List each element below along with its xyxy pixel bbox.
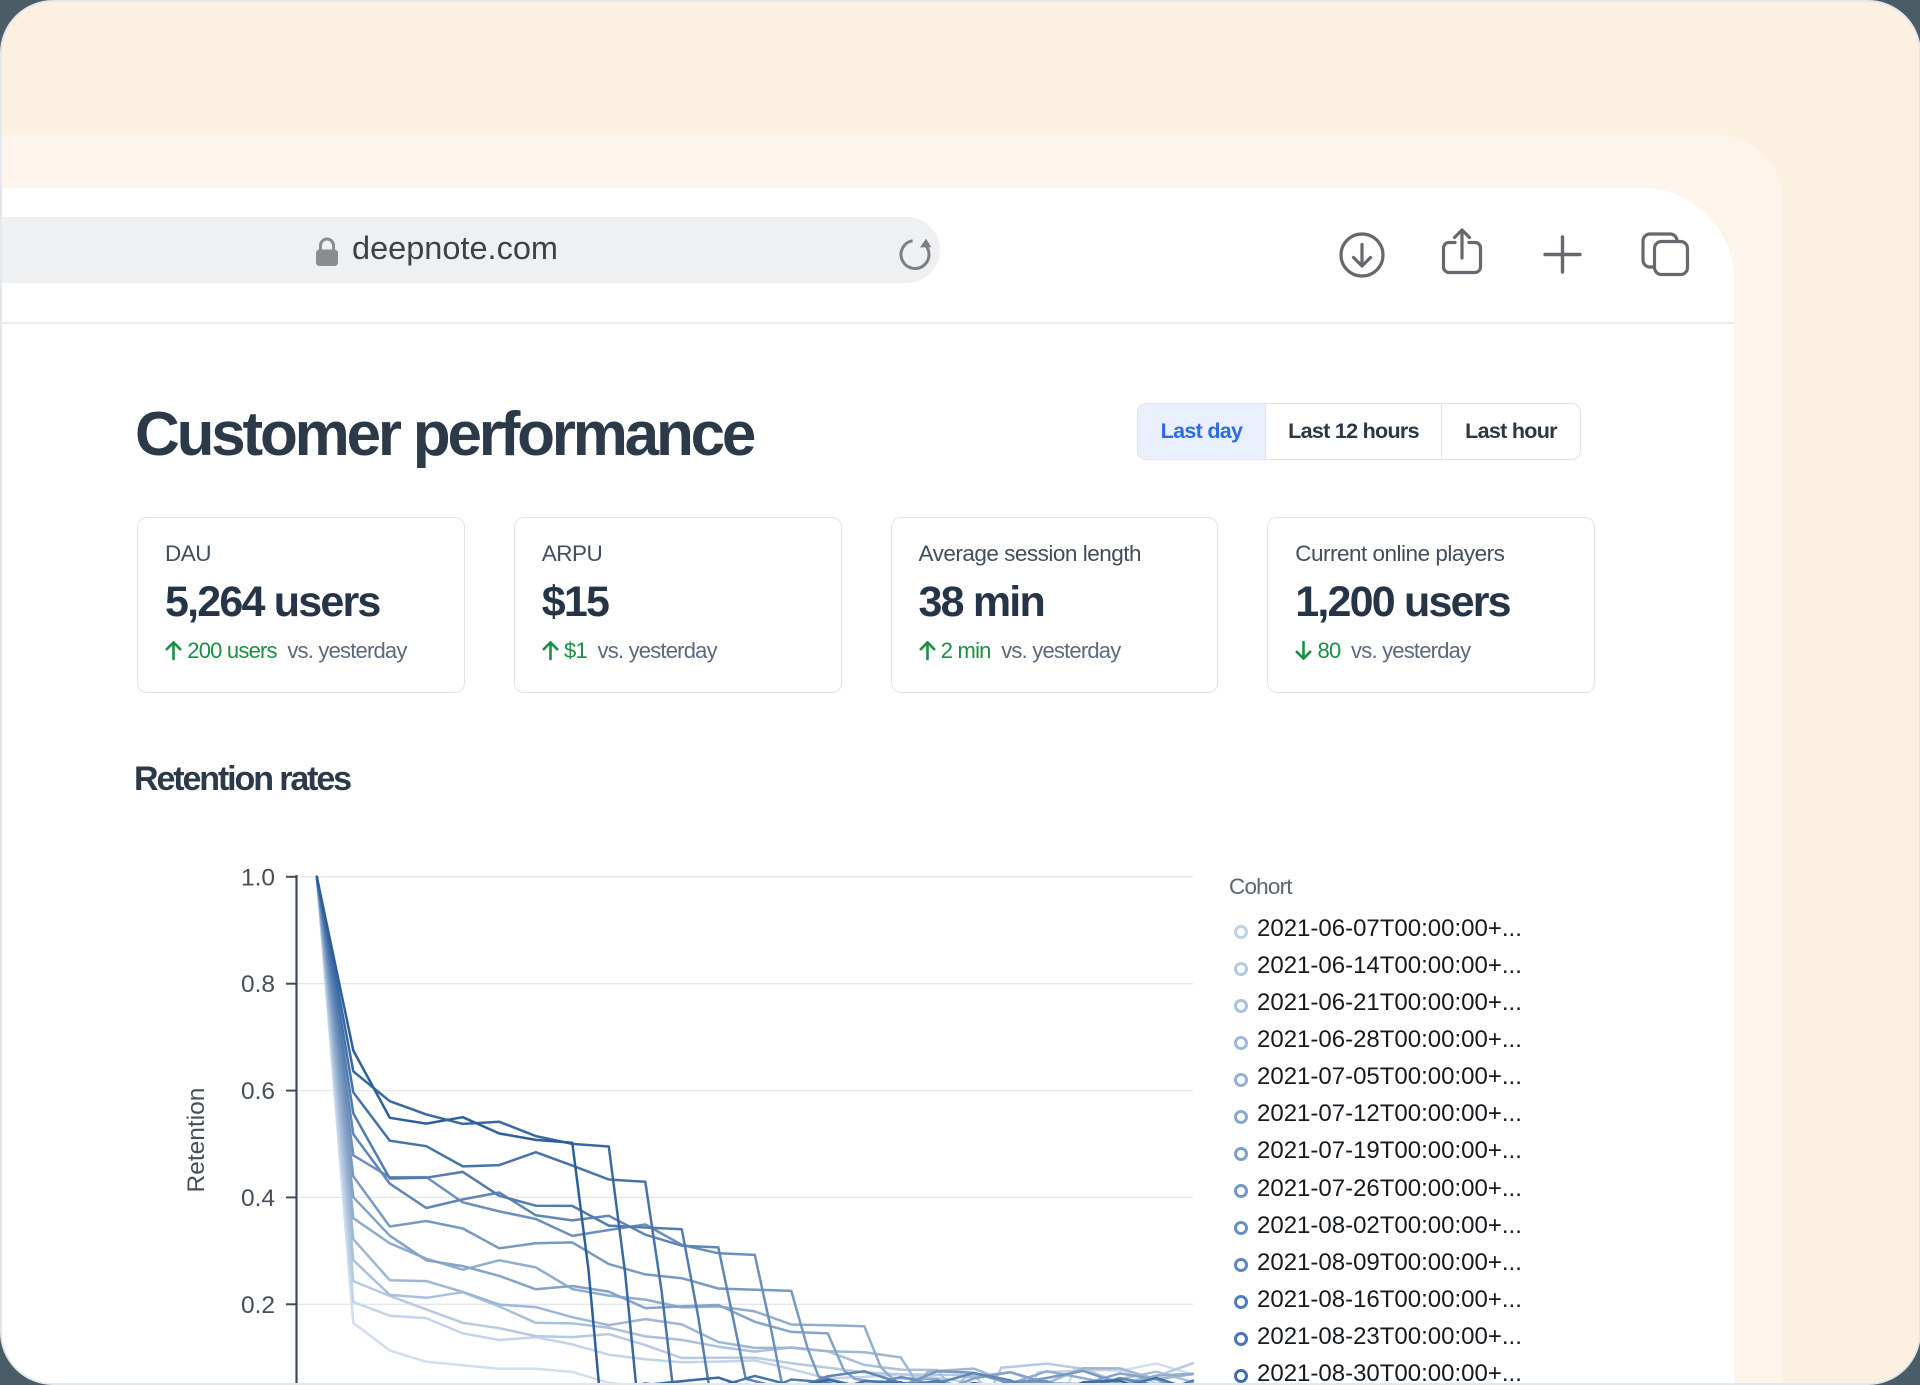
svg-text:1.0: 1.0: [241, 864, 275, 891]
svg-text:0.6: 0.6: [241, 1078, 275, 1105]
svg-text:0.4: 0.4: [241, 1185, 275, 1212]
svg-text:0.2: 0.2: [241, 1292, 275, 1319]
svg-text:Retention: Retention: [183, 1088, 210, 1193]
svg-text:0.8: 0.8: [241, 971, 275, 998]
